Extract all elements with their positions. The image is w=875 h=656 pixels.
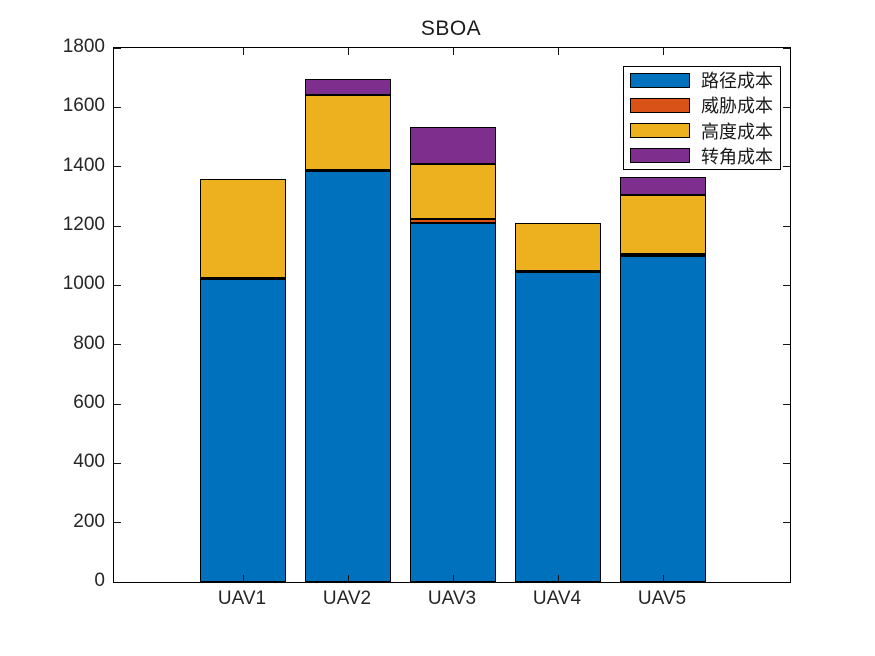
legend-label: 威胁成本 (701, 96, 773, 117)
bar-segment (200, 279, 286, 582)
legend-entry: 威胁成本 (624, 93, 780, 117)
x-tick (242, 48, 244, 55)
legend-swatch (630, 148, 690, 164)
legend-swatch (630, 72, 690, 88)
x-tick (557, 575, 559, 582)
y-tick (783, 344, 790, 346)
bar-segment (410, 163, 496, 219)
x-tick (452, 48, 454, 55)
x-tick (662, 48, 664, 55)
bar-segment (620, 194, 706, 255)
y-tick-label: 200 (73, 510, 105, 532)
x-tick (347, 48, 349, 55)
y-tick (114, 344, 121, 346)
y-tick (783, 106, 790, 108)
legend-label: 转角成本 (701, 146, 773, 167)
y-tick-label: 600 (73, 392, 105, 413)
legend-label: 路径成本 (701, 71, 773, 92)
x-tick-label: UAV4 (532, 588, 582, 609)
y-tick-label: 1800 (62, 36, 105, 57)
bar-segment (620, 177, 706, 195)
bar-segment (410, 223, 496, 582)
bar-segment (620, 255, 706, 582)
y-tick (783, 225, 790, 227)
x-tick (662, 575, 664, 582)
bar-segment (515, 271, 601, 582)
bar-segment (305, 79, 391, 96)
x-tick-label: UAV2 (322, 588, 372, 609)
legend-label: 高度成本 (701, 121, 773, 142)
legend-swatch (630, 97, 690, 113)
y-tick-label: 400 (73, 451, 105, 473)
y-tick-label: 0 (94, 570, 105, 591)
y-tick-label: 1200 (62, 214, 105, 235)
legend-entry: 转角成本 (624, 144, 780, 168)
y-tick (114, 166, 121, 168)
y-tick (783, 284, 790, 286)
y-tick-label: 1000 (62, 273, 105, 295)
y-tick (783, 522, 790, 524)
chart-title: SBOA (420, 17, 482, 40)
y-tick (114, 403, 121, 405)
x-tick (452, 575, 454, 582)
y-tick (783, 47, 790, 49)
y-tick (783, 403, 790, 405)
y-tick-label: 1400 (62, 154, 105, 176)
y-tick-label: 800 (73, 332, 105, 354)
y-tick (114, 462, 121, 464)
bar-segment (200, 178, 286, 278)
x-tick-label: UAV1 (217, 588, 267, 609)
bar-segment (410, 126, 496, 164)
y-tick (114, 522, 121, 524)
y-tick (114, 225, 121, 227)
y-tick (114, 47, 121, 49)
legend-swatch (630, 123, 690, 139)
y-tick (783, 462, 790, 464)
plot-area: 路径成本威胁成本高度成本转角成本 (113, 47, 791, 583)
y-tick-label: 1600 (62, 95, 105, 117)
y-tick (114, 284, 121, 286)
y-tick (114, 106, 121, 108)
x-tick (347, 575, 349, 582)
bar-segment (515, 223, 601, 271)
legend-entry: 路径成本 (624, 68, 780, 92)
y-tick (783, 166, 790, 168)
bar-segment (305, 95, 391, 170)
legend-entry: 高度成本 (624, 119, 780, 143)
bar-segment (305, 171, 391, 582)
x-tick (557, 48, 559, 55)
bar-segment (410, 218, 496, 224)
legend: 路径成本威胁成本高度成本转角成本 (623, 66, 781, 170)
x-tick (242, 575, 244, 582)
x-tick-label: UAV3 (427, 588, 477, 609)
x-tick-label: UAV5 (637, 588, 687, 609)
